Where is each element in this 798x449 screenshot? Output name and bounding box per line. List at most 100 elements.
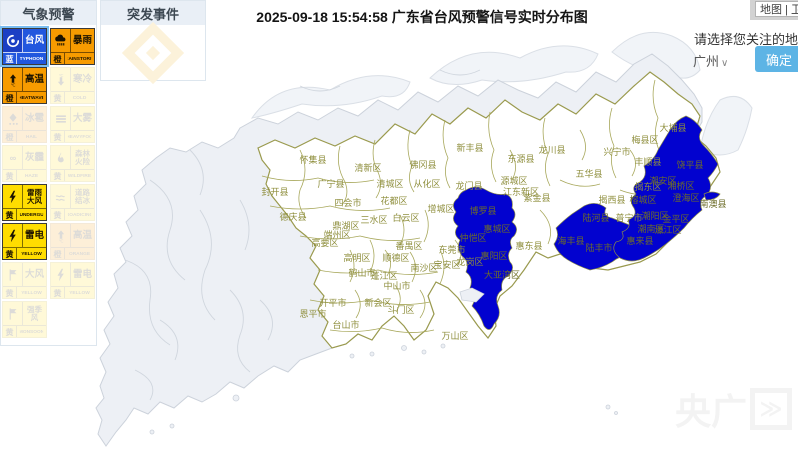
heatwave-icon: ℃ — [3, 68, 23, 91]
map-type-switcher[interactable]: 地图 | 卫星 — [750, 0, 798, 20]
warning-level: 橙 — [3, 131, 17, 142]
region-prompt: 请选择您关注的地 — [694, 32, 798, 47]
district-label: 潮阳区 — [641, 210, 668, 221]
warning-icon-12-yellow[interactable]: 大风黄 YELLOW — [2, 262, 47, 299]
warning-icon-8-thundergust[interactable]: 雷雨大风黄THUNDERGUST — [2, 184, 47, 221]
warning-icon-10-yellow[interactable]: 雷电黄 YELLOW — [2, 223, 47, 260]
warning-name: 雷电 — [72, 268, 92, 280]
district-label: 饶平县 — [676, 159, 703, 170]
district-label: 中山市 — [383, 280, 410, 291]
neighbor-provinces — [250, 31, 753, 156]
district-label: 惠阳区 — [480, 250, 507, 261]
warning-name-en: HAIL — [25, 134, 38, 140]
warning-name-en: MONSOON — [19, 329, 44, 335]
weather-warning-panel: 气象预警 台风蓝TYPHOON暴雨橙RAINSTORM℃高温橙HEATWAVE℃… — [0, 0, 97, 346]
district-label: 白云区 — [392, 212, 419, 223]
region-select[interactable]: 广州 ∨ — [693, 51, 728, 70]
district-label: 清新区 — [354, 162, 381, 173]
warning-name: 森林火险 — [75, 148, 90, 166]
thundergust-icon — [3, 185, 23, 208]
district-label: 南澳县 — [699, 198, 726, 209]
district-label: 增城区 — [427, 203, 454, 214]
district-label: 澄海区 — [672, 192, 699, 203]
typhoon-icon — [3, 29, 23, 52]
district-label: 惠东县 — [515, 240, 542, 251]
district-label: 大亚湾区 — [484, 269, 520, 280]
warning-region-huizhou — [453, 186, 517, 330]
district-label: 龙岗区 — [456, 256, 483, 267]
rainstorm-icon — [51, 29, 71, 52]
warning-icon-9-roadicing[interactable]: 道路结冰黄ROADICING — [50, 184, 95, 221]
district-label: 鹤山市 — [348, 267, 375, 278]
map-type-label[interactable]: 地图 | 卫星 — [755, 1, 798, 17]
district-label: 恩平市 — [299, 308, 326, 319]
warning-region-chaoshan — [613, 115, 719, 262]
district-label: 蓬江区 — [370, 270, 397, 281]
warning-icon-grid: 台风蓝TYPHOON暴雨橙RAINSTORM℃高温橙HEATWAVE℃寒冷黄CO… — [1, 25, 96, 341]
district-label: 惠城区 — [483, 223, 510, 234]
warning-icon-13-yellow[interactable]: 雷电黄 YELLOW — [50, 262, 95, 299]
warning-icon-0-typhoon[interactable]: 台风蓝 TYPHOON — [2, 28, 47, 65]
warning-icon-11-orange[interactable]: ℃ 高温橙 ORANGE — [50, 223, 95, 260]
district-label: 五华县 — [575, 168, 602, 179]
coast-islands — [149, 287, 618, 435]
hail-icon — [3, 107, 23, 130]
warning-level: 黄 — [3, 209, 17, 220]
county-borders — [261, 79, 661, 333]
warning-name: 强季风 — [27, 304, 42, 322]
warning-name: 台风 — [24, 34, 44, 46]
warning-icon-7-wildfire[interactable]: 森林火险黄 WILDFIRE — [50, 145, 95, 182]
warning-icon-3-cold[interactable]: ℃ 寒冷黄 COLD — [50, 67, 95, 104]
cold-icon: ℃ — [51, 68, 71, 91]
district-label: 金平区 — [662, 213, 689, 224]
warning-name: 雷雨大风 — [27, 187, 42, 205]
warning-icon-1-rainstorm[interactable]: 暴雨橙RAINSTORM — [50, 28, 95, 65]
confirm-button[interactable]: 确定 — [755, 46, 798, 72]
district-label: 海丰县 — [557, 235, 584, 246]
warning-icon-2-heatwave[interactable]: ℃ 高温橙HEATWAVE — [2, 67, 47, 104]
warning-level: 黄 — [3, 170, 17, 181]
cnr-watermark: 央广 ≫ — [675, 383, 792, 435]
warning-name-en: ROADICING — [68, 212, 91, 218]
lightning-icon — [51, 263, 71, 286]
warning-name: 道路结冰 — [75, 187, 90, 205]
district-label: 端州区 — [323, 229, 350, 240]
district-label: 湘桥区 — [667, 180, 694, 191]
svg-text:℃: ℃ — [58, 238, 63, 243]
warning-icon-5-heavyfog[interactable]: 大雾黄HEAVYFOG — [50, 106, 95, 143]
warning-name-en: YELLOW — [21, 251, 42, 257]
warning-icon-14-monsoon[interactable]: 强季风黄 MONSOON — [2, 301, 47, 338]
district-label: 三水区 — [360, 214, 387, 225]
district-label: 江东新区 — [503, 186, 539, 197]
warning-level: 黄 — [51, 209, 65, 220]
haze-icon: ∞ — [3, 146, 23, 169]
district-label: 新会区 — [364, 297, 391, 308]
district-label: 番禺区 — [395, 240, 422, 251]
warning-name: 暴雨 — [72, 34, 92, 46]
typhoon-warning-regions[interactable] — [453, 115, 721, 330]
warning-name: 冰雹 — [24, 112, 44, 124]
district-label: 东源县 — [507, 153, 534, 164]
district-label: 高要区 — [311, 237, 338, 248]
page-title: 2025-09-18 15:54:58 广东省台风预警信号实时分布图 — [256, 9, 588, 25]
warning-level: 黄 — [51, 131, 65, 142]
district-label: 清城区 — [376, 178, 403, 189]
district-label: 怀集县 — [299, 154, 326, 165]
warning-icon-6-haze[interactable]: ∞ 灰霾黄 HAZE — [2, 145, 47, 182]
chevron-down-icon: ∨ — [721, 58, 729, 69]
monsoon-icon — [3, 302, 23, 325]
district-label: 惠来县 — [626, 235, 653, 246]
warning-name: 高温 — [72, 229, 92, 241]
warning-icon-4-hail[interactable]: 冰雹橙 HAIL — [2, 106, 47, 143]
warning-name: 大雾 — [72, 112, 92, 124]
svg-text:℃: ℃ — [58, 73, 63, 78]
tab-weather-warning[interactable]: 气象预警 — [1, 1, 96, 25]
district-label: 潮安区 — [649, 175, 676, 186]
district-label: 濠江区 — [654, 224, 681, 235]
district-label: 鼎湖区 — [332, 221, 359, 231]
district-label: 宝安区 — [433, 259, 460, 270]
district-label: 梅县区 — [631, 134, 658, 145]
district-label: 兴宁市 — [603, 146, 630, 157]
